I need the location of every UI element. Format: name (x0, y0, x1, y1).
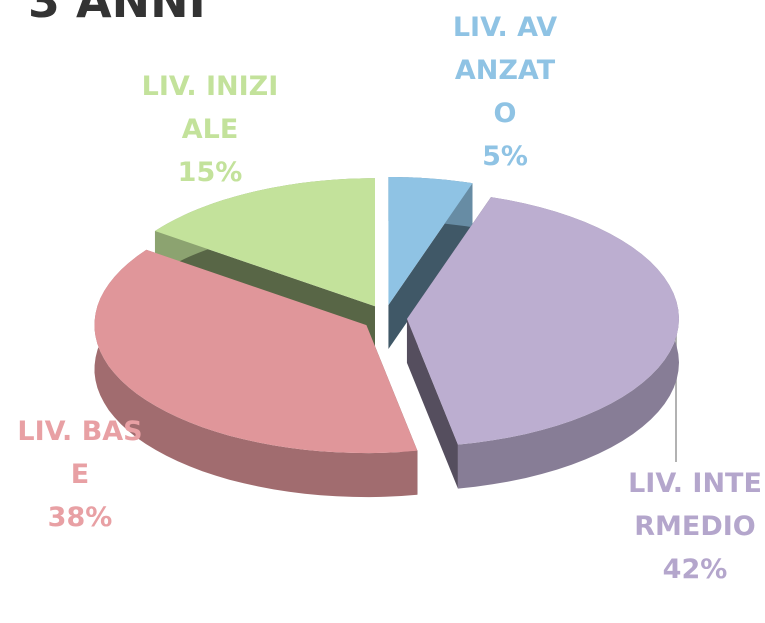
value-label: 38% (47, 502, 113, 533)
category-label: LIV. BASE (17, 416, 143, 490)
category-label: LIV. INIZIALE (141, 71, 279, 145)
slice-wall (94, 249, 418, 498)
data-label: LIV. AVANZATO 5% (440, 6, 570, 178)
slice-side (388, 183, 473, 349)
chart-title: 3 ANNI (28, 0, 206, 28)
category-label: LIV. AVANZATO (452, 12, 558, 129)
data-label: LIV. BASE 38% (10, 410, 150, 539)
data-label: LIV. INIZIALE 15% (135, 65, 285, 194)
slice (406, 197, 679, 445)
value-label: 5% (482, 141, 528, 172)
slice (155, 178, 376, 307)
category-label: LIV. INTERMEDIO (628, 468, 762, 542)
value-label: 42% (662, 554, 728, 585)
data-label: LIV. INTERMEDIO 42% (620, 462, 765, 591)
slice (388, 177, 473, 305)
value-label: 15% (177, 157, 243, 188)
slice (94, 249, 418, 454)
slice-side (406, 318, 458, 489)
